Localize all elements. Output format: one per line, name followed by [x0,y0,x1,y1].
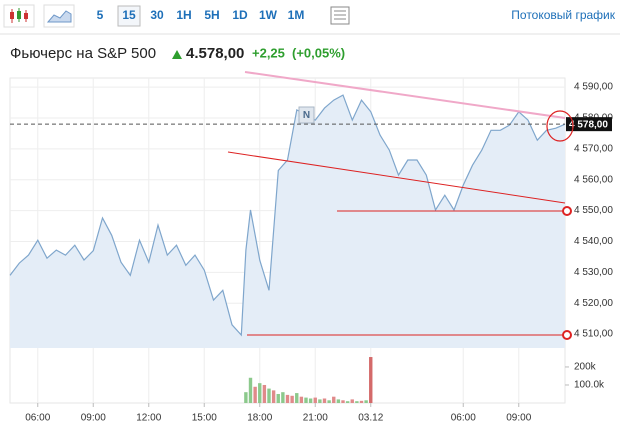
volume-bar [253,386,257,403]
volume-bar [327,400,331,403]
icon-body [10,12,14,19]
line-handle[interactable] [562,206,572,216]
news-marker[interactable]: N [303,110,310,121]
volume-bar [308,398,313,403]
icon-body [24,13,28,19]
volume-bar [336,399,341,403]
volume-bar [332,396,336,403]
x-tick-label: 03.12 [358,413,383,424]
area-icon[interactable] [43,4,75,28]
volume-bar [364,400,368,403]
volume-bar [285,394,290,403]
volume-bar [318,399,322,403]
highlight-ellipse [546,110,574,142]
volume-bar [350,399,354,403]
last-price: 4.578,00 [186,45,244,62]
volume-bar [313,397,317,403]
volume-bar [355,401,359,403]
icon-area [46,10,72,23]
last-price-label: 4 578,00 [569,119,608,130]
instrument-title: Фьючерс на S&P 500 [10,45,156,62]
x-tick-label: 09:00 [506,413,531,424]
interval-button[interactable]: 15 [122,8,136,22]
x-tick-label: 21:00 [303,413,328,424]
x-tick-label: 15:00 [192,413,217,424]
volume-bar [267,388,271,403]
candle-icon[interactable] [3,4,35,28]
volume-bar [322,398,327,403]
volume-bar [369,357,373,403]
y-tick-label: 4 540,00 [574,236,613,247]
x-tick-label: 06:00 [451,413,476,424]
volume-bar [359,400,364,403]
interval-button[interactable]: 1H [176,8,191,22]
y-tick-label: 4 550,00 [574,205,613,216]
volume-bar [281,392,285,403]
x-tick-label: 12:00 [136,413,161,424]
trend-line[interactable] [227,151,566,204]
y-tick-label: 4 510,00 [574,329,613,340]
last-price-box [566,117,612,132]
news-marker-box[interactable] [298,106,315,124]
y-tick-label: 4 530,00 [574,267,613,278]
volume-tick-label: 100.0k [574,380,605,391]
x-tick-label: 06:00 [25,413,50,424]
volume-bar [290,395,294,403]
up-arrow [172,50,182,59]
line-handle[interactable] [562,330,572,340]
volume-bar [262,384,267,403]
interval-button[interactable]: 5H [204,8,219,22]
volume-bar [295,393,299,403]
volume-bar [271,390,276,403]
price-change: +2,25 [252,45,285,60]
area-fill [10,95,565,348]
volume-bar [276,393,280,403]
interval-button[interactable]: 1M [288,8,305,22]
table-icon[interactable] [330,6,350,25]
volume-bar [299,396,304,403]
volume-bar [304,397,308,403]
volume-tick-label: 200k [574,362,597,373]
price-line [9,94,566,337]
interval-button[interactable]: 1W [259,8,278,22]
volume-bar [244,392,248,403]
interval-button[interactable]: 5 [97,8,104,22]
volume-bar [248,377,253,403]
y-tick-label: 4 520,00 [574,298,613,309]
icon-body [17,11,21,19]
volume-bar [345,401,350,403]
y-tick-label: 4 570,00 [574,143,613,154]
streaming-link[interactable]: Потоковый график [511,8,615,22]
y-tick-label: 4 560,00 [574,174,613,185]
interval-button[interactable]: 30 [150,8,164,22]
trend-line[interactable] [244,71,566,119]
active-button-frame[interactable] [117,5,141,27]
interval-button[interactable]: 1D [232,8,248,22]
volume-bar [341,400,345,403]
x-tick-label: 18:00 [247,413,272,424]
x-tick-label: 09:00 [81,413,106,424]
y-tick-label: 4 590,00 [574,82,613,93]
volume-bar [258,383,262,403]
price-change-pct: (+0,05%) [292,45,345,60]
